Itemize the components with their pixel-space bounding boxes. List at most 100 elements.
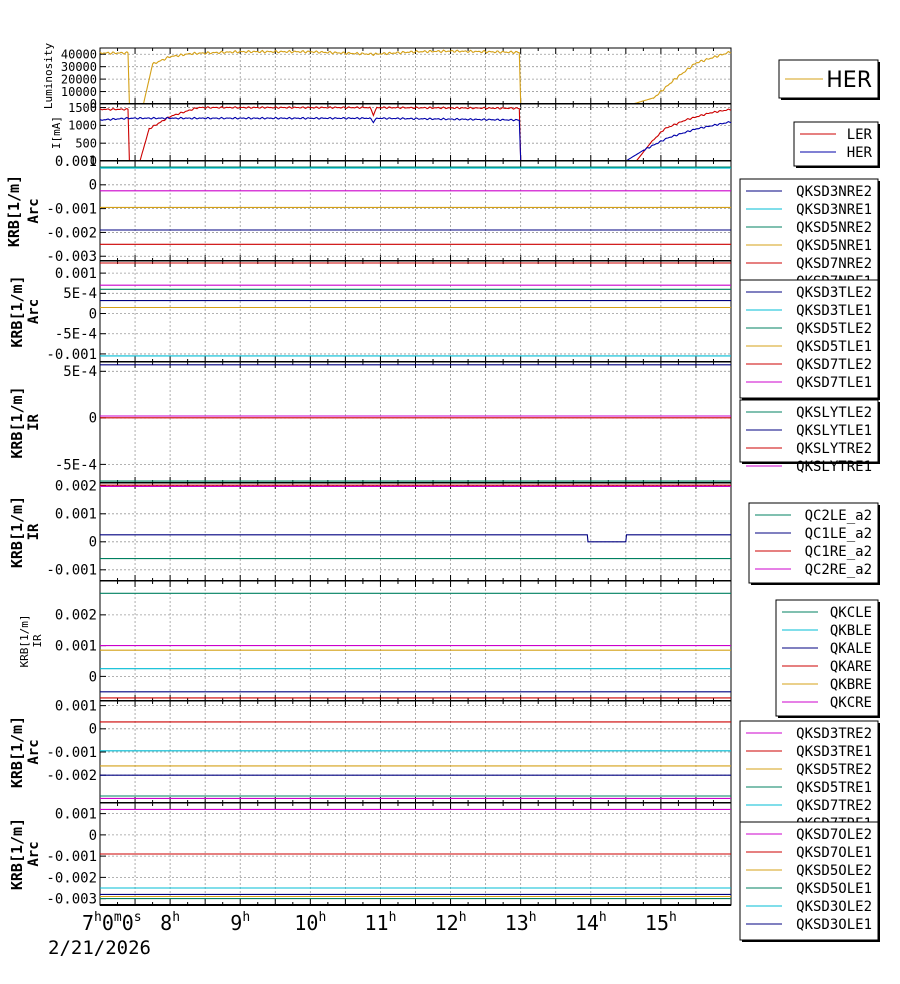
legend-label: HER	[847, 145, 873, 161]
y-tick-label: -0.001	[46, 563, 97, 579]
legend-panel-5: QKSLYTLE2 QKSLYTLE1 QKSLYTRE2 QKSLYTRE1	[739, 399, 880, 475]
y-tick-label: -0.001	[46, 347, 97, 363]
y-tick-label: 0.001	[55, 639, 97, 655]
legend-label: QKSD5NRE2	[796, 220, 872, 236]
y-tick-label: -5E-4	[55, 457, 97, 473]
legend-label: QKSD7OLE1	[796, 845, 872, 861]
legend-panel-2: LER HER	[793, 121, 880, 168]
y-tick-label: -0.002	[46, 768, 97, 784]
panel-2: 1500 1000 500 0 I[mA]	[50, 101, 732, 168]
y-tick-label: -0.001	[46, 202, 97, 218]
legend-label: QKSD7NRE2	[796, 256, 872, 272]
x-tick-label: 8h	[160, 910, 180, 935]
legend-label: QKCLE	[830, 605, 872, 621]
y-tick-label: -0.003	[46, 892, 97, 908]
panel-4: 0.001 5E-4 0 -5E-4 -0.001 KRB[1/m] Arc	[8, 260, 732, 363]
x-tick-label: 9h	[230, 910, 250, 935]
legend-label: QKSD7OLE2	[796, 827, 872, 843]
legend-label: QKSD7TLE1	[796, 375, 872, 391]
legend-label: QKSD3NRE1	[796, 202, 872, 218]
y-tick-label: 10000	[61, 85, 97, 99]
y-tick-label: 0	[89, 828, 97, 844]
y-axis-label: KRB[1/m]	[8, 496, 26, 568]
y-tick-label: 0	[89, 411, 97, 427]
y-axis-label: KRB[1/m]	[8, 818, 26, 890]
y-axis-sublabel: Arc	[26, 739, 42, 764]
legend-label: QKSD5NRE1	[796, 238, 872, 254]
y-tick-label: 1500	[68, 101, 97, 115]
legend-label: QKSD5TLE2	[796, 321, 872, 337]
legend-label: QC2LE_a2	[805, 508, 872, 524]
y-tick-label: 0	[90, 154, 97, 168]
legend-label: QC1LE_a2	[805, 526, 872, 542]
legend-label: QKSD3NRE2	[796, 184, 872, 200]
y-tick-label: 5E-4	[63, 364, 97, 380]
y-tick-label: -0.002	[46, 870, 97, 886]
panel-5: 5E-4 0 -5E-4 KRB[1/m] IR	[8, 361, 732, 484]
y-axis-label: KRB[1/m]	[8, 275, 26, 347]
panel-6: 0.002 0.001 0 -0.001 KRB[1/m] IR	[8, 479, 732, 582]
y-tick-label: 0.001	[55, 699, 97, 715]
legend-label: QKSD5OLE1	[796, 881, 872, 897]
legend-panel-7: QKCLE QKBLE QKALE QKARE QKBRE QKCRE	[775, 599, 880, 718]
legend-label: QKSLYTLE1	[796, 423, 872, 439]
legend-label: QKCRE	[830, 695, 872, 711]
y-tick-label: 0	[90, 97, 97, 111]
x-tick-label: 15h	[645, 910, 677, 935]
legend-panel-6: QC2LE_a2 QC1LE_a2 QC1RE_a2 QC2RE_a2	[748, 502, 880, 585]
legend-label: QKSD3TLE1	[796, 303, 872, 319]
y-axis-label: KRB[1/m]	[18, 615, 31, 668]
y-axis-label: Luminosity	[42, 43, 55, 110]
y-tick-label: 500	[75, 136, 97, 150]
legend-label: QKSD3TRE2	[796, 726, 872, 742]
legend-label: QKSLYTLE2	[796, 405, 872, 421]
legend-label: QKSD3OLE1	[796, 917, 872, 933]
y-tick-label: 0.001	[55, 807, 97, 823]
legend-label: LER	[847, 127, 873, 143]
y-tick-label: 40000	[61, 47, 97, 61]
panel-9: 0.001 0 -0.001 -0.002 -0.003 KRB[1/m] Arc	[8, 802, 732, 908]
legend-panel-9: QKSD7OLE2 QKSD7OLE1 QKSD5OLE2 QKSD5OLE1 QKSD…	[739, 821, 880, 942]
y-tick-label: 1000	[68, 119, 97, 133]
panel-7: 0.002 0.001 0 KRB[1/m] IR	[18, 580, 732, 702]
y-axis-label: KRB[1/m]	[8, 386, 26, 458]
legend-label: QKSLYTRE2	[796, 441, 872, 457]
y-axis-label: KRB[1/m]	[5, 175, 23, 247]
y-tick-label: -0.003	[46, 249, 97, 265]
legend-label: QKSD5TLE1	[796, 339, 872, 355]
legend-label: QKSD5OLE2	[796, 863, 872, 879]
x-tick-label: 13h	[505, 910, 537, 935]
x-tick-label: 10h	[294, 910, 326, 935]
legend-label: QC2RE_a2	[805, 562, 872, 578]
x-tick-label: 7h0m0s	[82, 910, 142, 935]
y-axis-sublabel: IR	[26, 523, 42, 540]
legend-label: QKBRE	[830, 677, 872, 693]
y-tick-label: -0.001	[46, 745, 97, 761]
legend-panel-1: HER	[778, 59, 880, 100]
legend-label: QKSD5TRE2	[796, 762, 872, 778]
y-tick-label: 0.001	[55, 266, 97, 282]
legend-label: QKARE	[830, 659, 872, 675]
legend-panel-4: QKSD3TLE2 QKSD3TLE1 QKSD5TLE2 QKSD5TLE1 QKSD…	[739, 279, 880, 400]
x-tick-label: 11h	[364, 910, 396, 935]
x-tick-label: 14h	[575, 910, 607, 935]
y-axis-sublabel: Arc	[26, 299, 42, 324]
legend-panel-3: QKSD3NRE2 QKSD3NRE1 QKSD5NRE2 QKSD5NRE1 QKSD…	[739, 178, 880, 299]
legend-label: QKSLYTRE1	[796, 459, 872, 475]
y-axis-sublabel: Arc	[26, 198, 42, 223]
legend-label: HER	[826, 68, 872, 93]
y-tick-label: 0	[89, 306, 97, 322]
legend-label: QKSD3TLE2	[796, 285, 872, 301]
y-axis-label: KRB[1/m]	[8, 716, 26, 788]
legend-label: QKSD3OLE2	[796, 899, 872, 915]
y-tick-label: 5E-4	[63, 286, 97, 302]
legend-panel-8: QKSD3TRE2 QKSD3TRE1 QKSD5TRE2 QKSD5TRE1 QKSD…	[739, 720, 880, 841]
y-axis-sublabel: IR	[26, 414, 42, 431]
legend-label: QKSD7TRE2	[796, 798, 872, 814]
y-axis-sublabel: Arc	[26, 841, 42, 866]
legend-label: QKSD5TRE1	[796, 780, 872, 796]
y-tick-label: -0.001	[46, 849, 97, 865]
